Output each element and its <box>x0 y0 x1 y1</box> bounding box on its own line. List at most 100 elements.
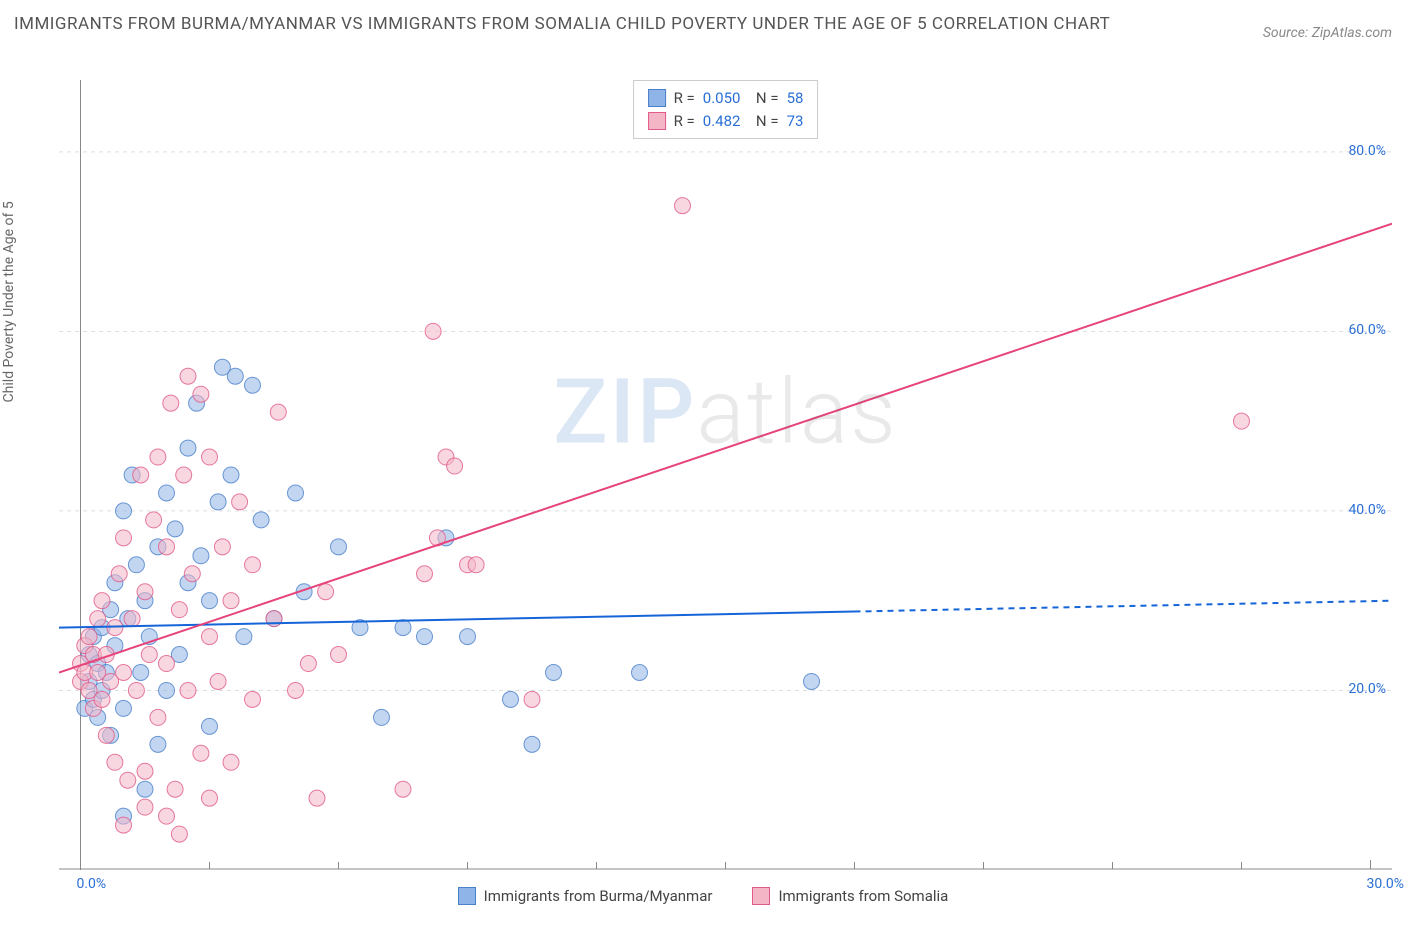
data-point <box>159 539 175 555</box>
data-point <box>98 727 114 743</box>
data-point <box>210 494 226 510</box>
data-point <box>180 368 196 384</box>
data-point <box>116 700 132 716</box>
legend-r-value: 0.050 <box>703 87 741 110</box>
data-point <box>227 368 243 384</box>
data-point <box>146 512 162 528</box>
data-point <box>107 620 123 636</box>
correlation-legend: R = 0.050 N = 58R = 0.482 N = 73 <box>633 80 819 139</box>
series-legend-item: Immigrants from Burma/Myanmar <box>458 887 713 905</box>
data-point <box>202 718 218 734</box>
data-point <box>300 656 316 672</box>
chart-container: Child Poverty Under the Age of 5 ZIPatla… <box>14 80 1392 910</box>
data-point <box>214 539 230 555</box>
data-point <box>124 611 140 627</box>
data-point <box>331 539 347 555</box>
series-legend-item: Immigrants from Somalia <box>752 887 948 905</box>
data-point <box>116 817 132 833</box>
data-point <box>331 647 347 663</box>
data-point <box>137 763 153 779</box>
data-point <box>111 566 127 582</box>
data-point <box>159 485 175 501</box>
data-point <box>202 629 218 645</box>
chart-title: IMMIGRANTS FROM BURMA/MYANMAR VS IMMIGRA… <box>14 10 1110 39</box>
legend-n-value: 73 <box>787 110 804 133</box>
data-point <box>150 449 166 465</box>
data-point <box>288 682 304 698</box>
y-tick-label: 80.0% <box>1348 143 1386 159</box>
data-point <box>116 665 132 681</box>
data-point <box>1234 413 1250 429</box>
y-tick-label: 20.0% <box>1348 681 1386 697</box>
data-point <box>468 557 484 573</box>
data-point <box>245 377 261 393</box>
legend-n-label: N = <box>748 87 778 110</box>
data-point <box>223 593 239 609</box>
data-point <box>171 602 187 618</box>
data-point <box>171 826 187 842</box>
data-point <box>137 799 153 815</box>
trend-line <box>59 224 1392 673</box>
data-point <box>253 512 269 528</box>
data-point <box>395 781 411 797</box>
data-point <box>202 449 218 465</box>
data-point <box>425 323 441 339</box>
data-point <box>223 467 239 483</box>
data-point <box>236 629 252 645</box>
data-point <box>94 593 110 609</box>
data-point <box>137 584 153 600</box>
data-point <box>288 485 304 501</box>
data-point <box>120 772 136 788</box>
data-point <box>141 647 157 663</box>
data-point <box>210 673 226 689</box>
data-point <box>116 503 132 519</box>
data-point <box>167 521 183 537</box>
data-point <box>524 691 540 707</box>
data-point <box>107 754 123 770</box>
data-point <box>245 691 261 707</box>
plot-area: ZIPatlas R = 0.050 N = 58R = 0.482 N = 7… <box>59 80 1392 870</box>
data-point <box>223 754 239 770</box>
data-point <box>395 620 411 636</box>
data-point <box>176 467 192 483</box>
data-point <box>81 629 97 645</box>
data-point <box>632 665 648 681</box>
scatter-plot-svg <box>59 80 1392 870</box>
data-point <box>503 691 519 707</box>
data-point <box>94 691 110 707</box>
data-point <box>270 404 286 420</box>
data-point <box>159 808 175 824</box>
legend-swatch <box>648 89 666 107</box>
data-point <box>90 611 106 627</box>
data-point <box>524 736 540 752</box>
data-point <box>675 198 691 214</box>
y-tick-label: 40.0% <box>1348 502 1386 518</box>
series-legend-label: Immigrants from Somalia <box>778 887 948 905</box>
header: IMMIGRANTS FROM BURMA/MYANMAR VS IMMIGRA… <box>14 10 1392 41</box>
data-point <box>133 467 149 483</box>
data-point <box>804 673 820 689</box>
data-point <box>309 790 325 806</box>
legend-swatch <box>458 887 476 905</box>
data-point <box>417 566 433 582</box>
data-point <box>546 665 562 681</box>
data-point <box>128 682 144 698</box>
legend-n-label: N = <box>748 110 778 133</box>
legend-r-label: R = <box>674 87 695 110</box>
data-point <box>150 736 166 752</box>
legend-row: R = 0.482 N = 73 <box>648 110 804 133</box>
legend-swatch <box>648 112 666 130</box>
data-point <box>202 593 218 609</box>
legend-r-label: R = <box>674 110 695 133</box>
data-point <box>159 682 175 698</box>
data-point <box>163 395 179 411</box>
legend-swatch <box>752 887 770 905</box>
data-point <box>193 548 209 564</box>
legend-n-value: 58 <box>787 87 804 110</box>
data-point <box>193 386 209 402</box>
data-point <box>167 781 183 797</box>
data-point <box>318 584 334 600</box>
data-point <box>180 682 196 698</box>
data-point <box>193 745 209 761</box>
data-point <box>245 557 261 573</box>
